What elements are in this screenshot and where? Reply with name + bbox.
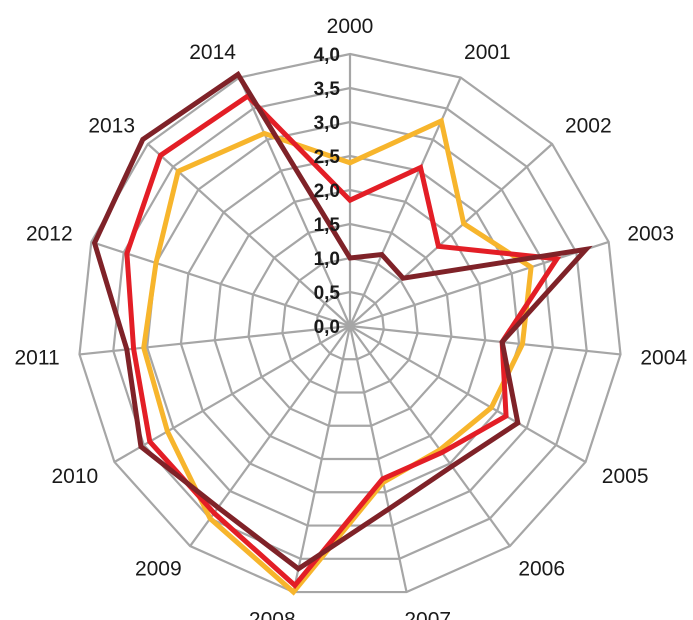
tick-label: 0,5 [314,283,341,304]
category-label: 2009 [135,558,182,581]
grid-spoke [349,240,610,328]
grid-spoke [292,325,352,593]
tick-label: 0,0 [314,317,340,338]
tick-label: 1,5 [314,215,341,236]
tick-label: 2,5 [314,147,341,168]
tick-label: 1,0 [314,249,340,270]
category-label: 2006 [518,558,565,581]
category-label: 2005 [602,465,649,488]
radial-axis-ticks: 0,0 0,5 1,0 1,5 2,0 2,5 3,0 3,5 4,0 [314,45,341,338]
series-line-2 [124,92,562,590]
category-label: 2014 [189,41,236,64]
grid-ring [315,290,385,361]
grid-spoke [147,143,351,327]
category-label: 2013 [88,114,135,137]
grid-ring [213,188,487,461]
category-labels: 2000 2001 2002 2003 2004 2005 2006 2007 2008 2009… [14,15,687,620]
grid-spoke [113,325,351,463]
category-label: 2003 [627,222,674,245]
category-label: 2012 [26,222,73,245]
grid-spoke [238,77,352,327]
radar-series [91,70,593,596]
grid-spoke [349,324,621,356]
grid-spoke [348,325,408,593]
grid-ring [112,86,588,560]
category-label: 2002 [565,114,612,137]
tick-label: 3,5 [314,79,341,100]
category-label: 2007 [404,608,451,620]
category-label: 2010 [51,465,98,488]
category-label: 2008 [249,608,296,620]
category-label: 2001 [464,41,511,64]
series-line-1 [141,117,534,596]
tick-label: 3,0 [314,113,340,134]
grid-spoke [349,143,553,327]
grid-spoke [90,240,351,328]
category-label: 2011 [14,346,59,369]
tick-label: 4,0 [314,45,340,66]
radar-grid [78,52,622,594]
grid-ring [281,256,419,394]
category-label: 2000 [327,15,374,38]
category-label: 2004 [640,346,687,369]
grid-spoke [349,325,587,463]
series-line-3 [91,70,593,572]
grid-spoke [349,325,511,547]
grid-ring [247,222,453,427]
tick-label: 2,0 [314,181,340,202]
